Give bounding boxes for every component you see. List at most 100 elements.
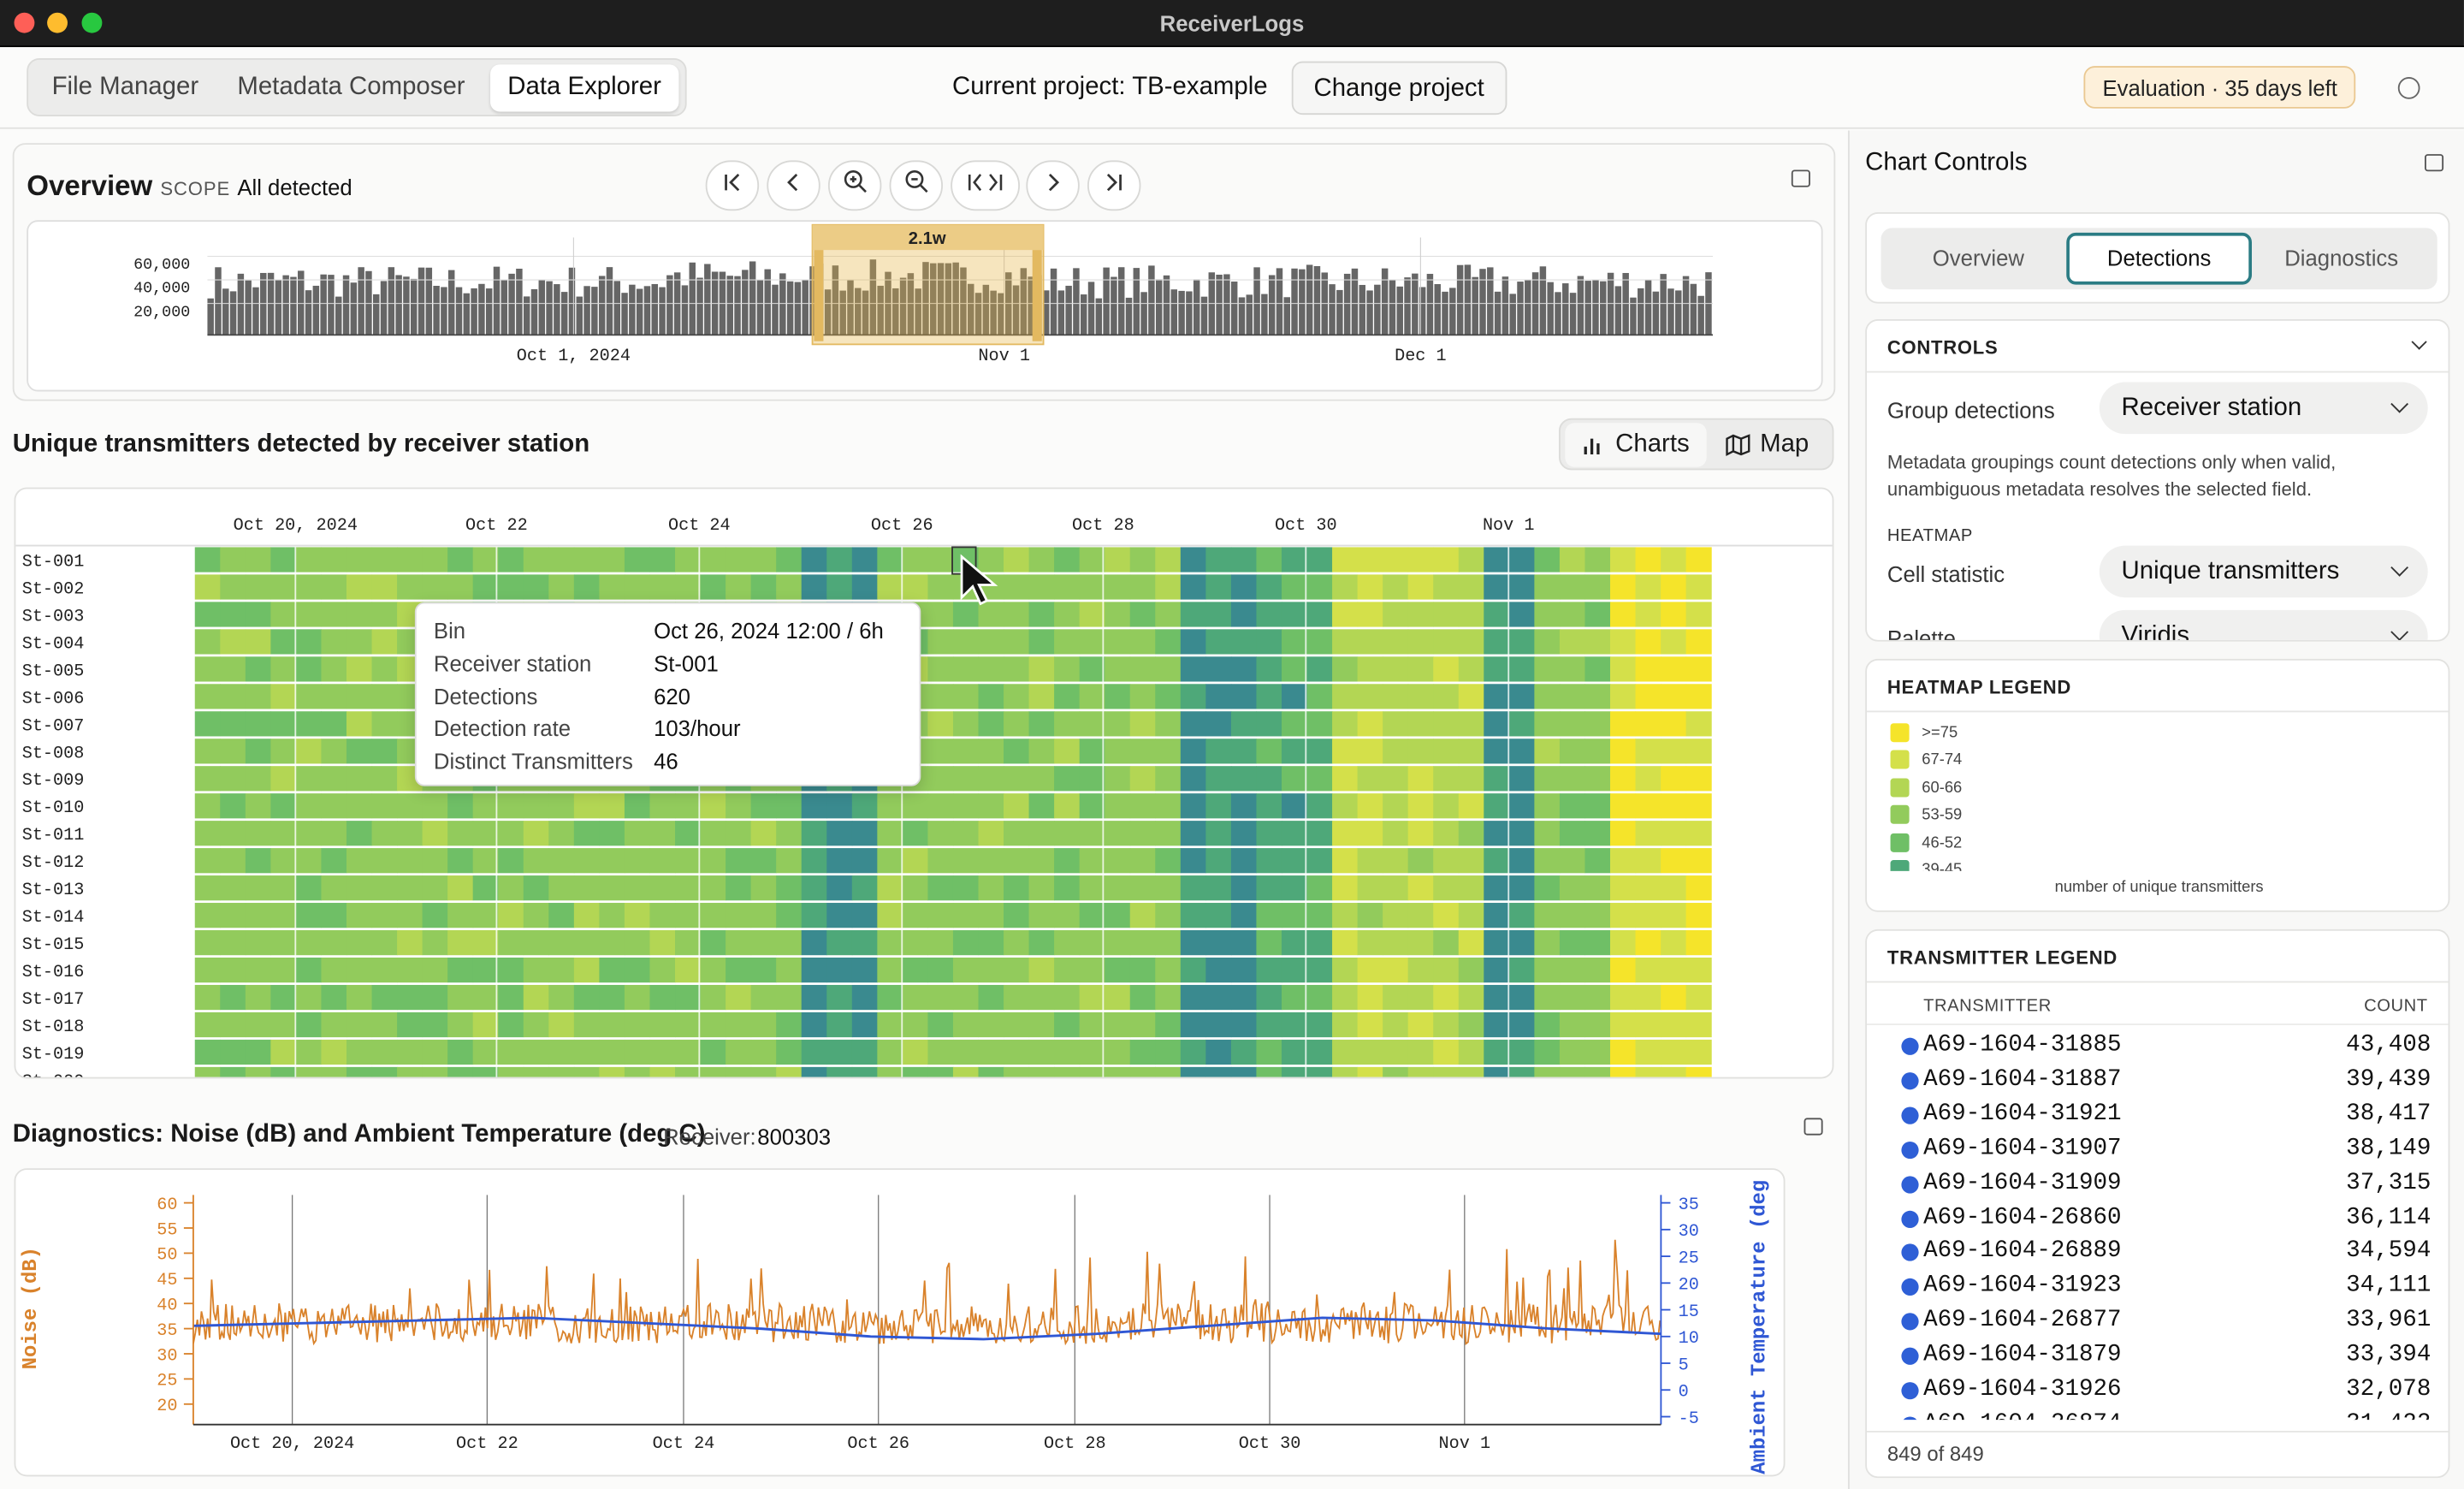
heatmap-cell[interactable] [321, 930, 347, 956]
heatmap-cell[interactable] [1054, 656, 1081, 682]
heatmap-cell[interactable] [1458, 1039, 1484, 1065]
heatmap-cell[interactable] [1584, 984, 1611, 1011]
heatmap-cell[interactable] [447, 1066, 474, 1077]
heatmap-cell[interactable] [1610, 656, 1637, 682]
heatmap-cell[interactable] [573, 984, 600, 1011]
transmitter-row[interactable]: A69-1604-31907 38,149 [1867, 1131, 2449, 1166]
heatmap-cell[interactable] [877, 793, 903, 819]
heatmap-cell[interactable] [1661, 1039, 1687, 1065]
heatmap-cell[interactable] [1028, 821, 1055, 846]
heatmap-cell[interactable] [1508, 930, 1535, 956]
heatmap-cell[interactable] [346, 574, 373, 600]
heatmap-cell[interactable] [548, 821, 575, 846]
heatmap-cell[interactable] [1129, 1011, 1156, 1038]
heatmap-cell[interactable] [1635, 848, 1661, 874]
heatmap-cell[interactable] [1054, 739, 1081, 764]
heatmap-cell[interactable] [902, 1066, 928, 1077]
heatmap-cell[interactable] [1079, 1039, 1105, 1065]
heatmap-cell[interactable] [371, 821, 398, 846]
heatmap-cell[interactable] [523, 1039, 549, 1065]
heatmap-cell[interactable] [1357, 766, 1383, 792]
heatmap-cell[interactable] [548, 1011, 575, 1038]
heatmap-cell[interactable] [1407, 903, 1434, 928]
heatmap-cell[interactable] [599, 821, 625, 846]
heatmap-cell[interactable] [801, 984, 827, 1011]
heatmap-cell[interactable] [1357, 684, 1383, 709]
heatmap-cell[interactable] [877, 848, 903, 874]
heatmap-cell[interactable] [1079, 1066, 1105, 1077]
heatmap-cell[interactable] [1661, 957, 1687, 983]
transmitter-row[interactable]: A69-1604-26889 34,594 [1867, 1235, 2449, 1269]
heatmap-cell[interactable] [1433, 903, 1460, 928]
heatmap-cell[interactable] [245, 984, 271, 1011]
heatmap-cell[interactable] [194, 739, 221, 764]
heatmap-cell[interactable] [295, 711, 323, 737]
heatmap-cell[interactable] [1256, 957, 1282, 983]
transmitter-row[interactable]: A69-1604-31887 39,439 [1867, 1063, 2449, 1097]
heatmap-cell[interactable] [1484, 1011, 1510, 1038]
heatmap-cell[interactable] [826, 1039, 853, 1065]
heatmap-cell[interactable] [1534, 766, 1561, 792]
heatmap-cell[interactable] [1559, 848, 1586, 874]
heatmap-cell[interactable] [220, 602, 246, 627]
heatmap-cell[interactable] [826, 547, 853, 572]
heatmap-cell[interactable] [851, 1011, 878, 1038]
heatmap-cell[interactable] [295, 930, 323, 956]
heatmap-cell[interactable] [498, 793, 524, 819]
heatmap-cell[interactable] [1281, 711, 1308, 737]
heatmap-cell[interactable] [1635, 903, 1661, 928]
heatmap-cell[interactable] [1155, 984, 1182, 1011]
heatmap-cell[interactable] [1155, 739, 1182, 764]
heatmap-cell[interactable] [750, 984, 777, 1011]
heatmap-cell[interactable] [726, 821, 752, 846]
heatmap-cell[interactable] [1534, 602, 1561, 627]
heatmap-cell[interactable] [346, 629, 373, 655]
heatmap-cell[interactable] [1105, 1039, 1131, 1065]
heatmap-cell[interactable] [1332, 848, 1359, 874]
heatmap-cell[interactable] [295, 574, 323, 600]
heatmap-cell[interactable] [548, 930, 575, 956]
zoom-in-button[interactable] [827, 160, 882, 211]
heatmap-cell[interactable] [1508, 656, 1535, 682]
heatmap-cell[interactable] [1508, 766, 1535, 792]
heatmap-cell[interactable] [472, 875, 499, 901]
heatmap-cell[interactable] [1534, 739, 1561, 764]
heatmap-cell[interactable] [1383, 875, 1409, 901]
heatmap-cell[interactable] [927, 930, 954, 956]
heatmap-cell[interactable] [1484, 574, 1510, 600]
heatmap-cell[interactable] [978, 1039, 1004, 1065]
heatmap-cell[interactable] [726, 848, 752, 874]
heatmap-cell[interactable] [295, 547, 323, 572]
heatmap-cell[interactable] [1584, 1011, 1611, 1038]
heatmap-cell[interactable] [1105, 903, 1131, 928]
heatmap-cell[interactable] [1054, 629, 1081, 655]
heatmap-cell[interactable] [1458, 629, 1484, 655]
heatmap-cell[interactable] [1180, 903, 1206, 928]
heatmap-cell[interactable] [1534, 875, 1561, 901]
heatmap-cell[interactable] [1661, 656, 1687, 682]
heatmap-cell[interactable] [1484, 602, 1510, 627]
heatmap-cell[interactable] [776, 984, 803, 1011]
jump-end-button[interactable] [1087, 160, 1141, 211]
heatmap-cell[interactable] [321, 1039, 347, 1065]
heatmap-cell[interactable] [1281, 848, 1308, 874]
heatmap-cell[interactable] [270, 848, 297, 874]
heatmap-cell[interactable] [1685, 1039, 1712, 1065]
heatmap-cell[interactable] [1332, 875, 1359, 901]
heatmap-cell[interactable] [397, 793, 424, 819]
heatmap-cell[interactable] [1332, 821, 1359, 846]
heatmap-cell[interactable] [245, 547, 271, 572]
heatmap-cell[interactable] [1079, 711, 1105, 737]
heatmap-cell[interactable] [1332, 903, 1359, 928]
heatmap-cell[interactable] [1559, 793, 1586, 819]
heatmap-cell[interactable] [1004, 547, 1030, 572]
group-detections-select[interactable]: Receiver station [2099, 382, 2428, 435]
heatmap-cell[interactable] [801, 930, 827, 956]
heatmap-cell[interactable] [1685, 984, 1712, 1011]
heatmap-cell[interactable] [1610, 574, 1637, 600]
heatmap-cell[interactable] [573, 875, 600, 901]
heatmap-cell[interactable] [1584, 629, 1611, 655]
heatmap-cell[interactable] [1054, 574, 1081, 600]
heatmap-cell[interactable] [902, 848, 928, 874]
heatmap-cell[interactable] [1028, 1039, 1055, 1065]
